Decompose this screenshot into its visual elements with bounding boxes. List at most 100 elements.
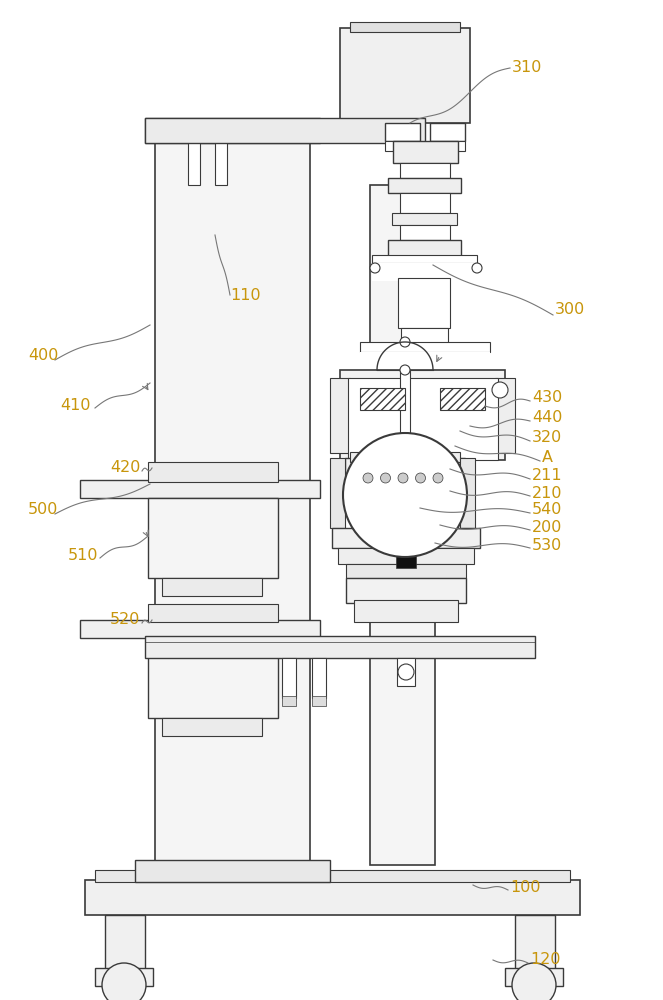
Bar — [345, 458, 465, 486]
Bar — [105, 915, 145, 970]
Circle shape — [433, 473, 443, 483]
Bar — [340, 28, 470, 123]
Bar — [312, 696, 326, 706]
Bar — [400, 163, 450, 178]
Bar — [495, 378, 515, 453]
Bar — [400, 370, 410, 460]
Bar — [348, 486, 463, 506]
Circle shape — [416, 473, 426, 483]
Circle shape — [398, 664, 414, 680]
Circle shape — [512, 963, 556, 1000]
Bar — [360, 465, 450, 485]
Bar — [505, 968, 563, 986]
Bar — [148, 604, 278, 622]
Text: 440: 440 — [532, 410, 562, 426]
Text: 100: 100 — [510, 880, 540, 896]
Circle shape — [492, 382, 508, 398]
Bar — [148, 462, 278, 482]
Text: 530: 530 — [532, 538, 562, 552]
Bar — [145, 118, 425, 143]
Circle shape — [370, 263, 380, 273]
Circle shape — [472, 263, 482, 273]
Bar — [378, 258, 473, 278]
Bar — [346, 578, 466, 603]
Circle shape — [400, 337, 410, 347]
Bar — [392, 213, 457, 225]
Bar — [360, 388, 405, 410]
Circle shape — [400, 365, 410, 375]
Bar — [370, 185, 435, 865]
Bar — [80, 480, 320, 498]
Bar — [162, 718, 262, 736]
Bar — [360, 352, 490, 370]
Text: 120: 120 — [530, 952, 560, 968]
Bar — [372, 263, 477, 281]
Text: 410: 410 — [60, 397, 91, 412]
Text: 210: 210 — [532, 486, 562, 500]
Bar — [515, 915, 555, 970]
Circle shape — [398, 473, 408, 483]
Bar — [95, 968, 153, 986]
Bar — [460, 458, 475, 528]
Bar — [332, 528, 480, 548]
Bar — [148, 498, 278, 578]
Bar — [385, 141, 420, 151]
Bar — [360, 342, 490, 352]
Bar — [95, 870, 570, 882]
Bar — [388, 178, 461, 193]
Bar — [330, 378, 350, 453]
Bar — [282, 696, 296, 706]
Bar — [430, 123, 465, 141]
Circle shape — [343, 433, 467, 557]
Bar — [385, 123, 420, 141]
Bar — [348, 378, 498, 460]
Bar — [85, 880, 580, 915]
Bar — [368, 346, 483, 368]
Text: 510: 510 — [68, 548, 99, 562]
Bar — [155, 130, 310, 875]
Bar — [346, 564, 466, 578]
Text: 400: 400 — [28, 348, 58, 362]
Text: 200: 200 — [532, 520, 562, 534]
Circle shape — [381, 473, 391, 483]
Bar — [388, 240, 461, 258]
Bar — [330, 458, 345, 528]
Bar — [350, 452, 460, 462]
Text: 320: 320 — [532, 430, 562, 446]
Bar — [400, 225, 450, 240]
Text: 110: 110 — [230, 288, 261, 302]
Bar — [340, 370, 505, 460]
Bar — [145, 636, 535, 658]
Bar — [430, 141, 465, 151]
Bar — [312, 658, 326, 698]
Bar — [372, 255, 477, 263]
Bar — [145, 118, 320, 143]
Bar — [80, 620, 320, 638]
Text: A: A — [542, 450, 553, 466]
Bar — [350, 22, 460, 32]
Bar — [393, 141, 458, 163]
Bar — [396, 540, 416, 568]
Bar — [362, 515, 448, 527]
Bar — [338, 548, 474, 564]
Text: 420: 420 — [110, 460, 141, 476]
Text: 430: 430 — [532, 390, 562, 406]
Text: 500: 500 — [28, 502, 58, 518]
Bar — [401, 328, 448, 346]
Bar — [282, 658, 296, 698]
Bar — [400, 193, 450, 213]
Bar — [188, 125, 200, 185]
Text: 310: 310 — [512, 60, 542, 76]
Bar — [215, 125, 227, 185]
Bar — [355, 500, 455, 518]
Bar — [135, 860, 330, 882]
Bar — [148, 638, 278, 718]
Bar — [368, 472, 442, 484]
Bar — [397, 658, 415, 686]
Text: 300: 300 — [555, 302, 585, 318]
Bar — [162, 578, 262, 596]
Bar — [440, 388, 485, 410]
Bar — [354, 600, 458, 622]
Text: 540: 540 — [532, 502, 562, 518]
Circle shape — [363, 473, 373, 483]
